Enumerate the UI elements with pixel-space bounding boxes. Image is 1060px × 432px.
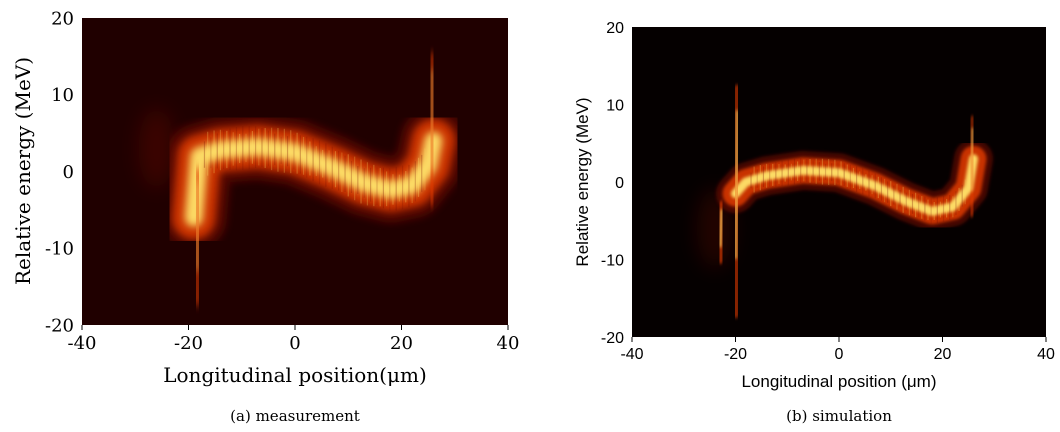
x-axis-label-0: Longitudinal position(μm): [163, 363, 427, 387]
y-tick-label-1-3: 10: [606, 97, 624, 114]
y-tick-label-0-4: 20: [51, 8, 74, 29]
y-tick-label-1-4: 20: [606, 20, 624, 37]
y-tick-label-1-2: 0: [615, 175, 624, 192]
caption-0: (a) measurement: [230, 407, 360, 425]
x-tick-label-0-4: 40: [497, 333, 520, 354]
x-tick-label-0-0: -40: [68, 333, 97, 354]
x-tick-label-0-2: 0: [289, 333, 300, 354]
y-tick-label-0-0: -20: [45, 315, 74, 336]
y-tick-label-1-1: -10: [601, 252, 624, 269]
y-tick-label-0-3: 10: [51, 85, 74, 106]
x-tick-label-1-4: 40: [1037, 346, 1055, 363]
x-ticks-0: -40 -20 0 20 40: [68, 325, 520, 354]
y-tick-label-0-1: -10: [45, 239, 74, 260]
x-tick-label-1-1: -20: [724, 346, 747, 363]
spike-core-1-0: [734, 109, 740, 260]
caption-1: (b) simulation: [786, 407, 892, 425]
spike-core-0-0: [194, 183, 201, 271]
heat-layer-1: [696, 84, 993, 319]
x-tick-label-1-2: 0: [835, 346, 844, 363]
x-tick-label-1-0: -40: [620, 346, 643, 363]
x-tick-label-1-3: 20: [934, 346, 952, 363]
spike-core-1-1: [718, 209, 724, 248]
spike-core-1-2: [969, 127, 975, 192]
x-axis-label-1: Longitudinal position (μm): [741, 372, 936, 391]
y-ticks-1: -20 -10 0 10 20: [601, 20, 624, 347]
y-tick-label-1-0: -20: [601, 330, 624, 347]
x-tick-label-0-3: 20: [390, 333, 413, 354]
y-ticks-0: -20 -10 0 10 20: [45, 8, 74, 336]
heat-layer-0: [138, 51, 467, 307]
x-tick-label-0-1: -20: [174, 333, 203, 354]
y-axis-label-1: Relative energy (MeV): [573, 97, 592, 266]
band-core-0: [184, 131, 443, 227]
spike-core-0-1: [429, 69, 435, 168]
x-ticks-1: -40 -20 0 20 40: [620, 337, 1055, 363]
y-axis-label-0: Relative energy (MeV): [11, 57, 35, 285]
y-tick-label-0-2: 0: [63, 162, 74, 183]
band-core-1: [731, 154, 978, 216]
